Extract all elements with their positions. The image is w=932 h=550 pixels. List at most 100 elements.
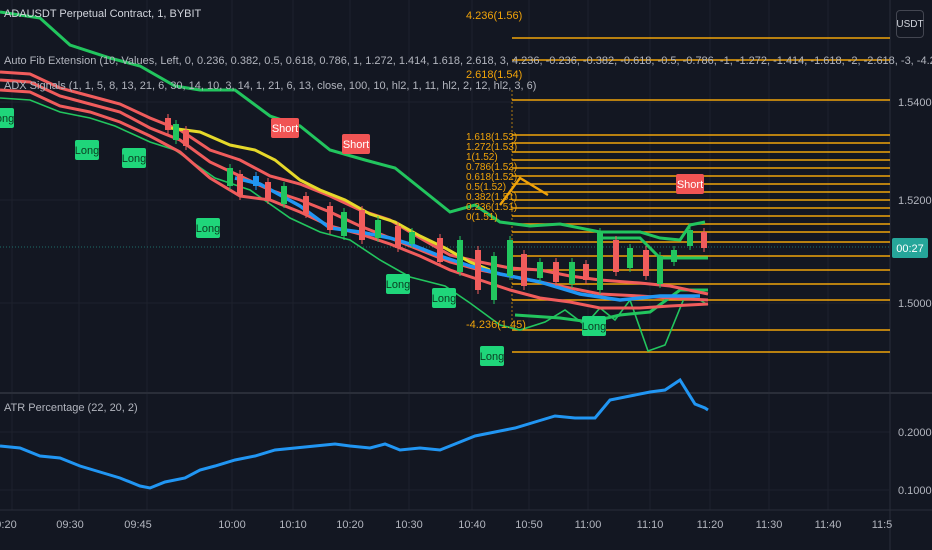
time-tick-label: 10:00 (218, 519, 246, 531)
fib-label-cluster-item: 0.618(1.52) (466, 172, 517, 183)
time-tick-label: 10:20 (336, 519, 364, 531)
candle-body (359, 210, 365, 240)
price-tick-label: 1.5200 (898, 195, 932, 207)
long-signal: Long (432, 288, 456, 308)
fib-label-cluster-item: 0.236(1.51) (466, 202, 517, 213)
long-signal: Long (480, 346, 504, 366)
svg-text:Long: Long (582, 321, 606, 333)
svg-text:Long: Long (122, 153, 146, 165)
candle-body (281, 186, 287, 204)
time-tick-label: 10:40 (458, 519, 486, 531)
fib-label-cluster-item: 1.618(1.53) (466, 132, 517, 143)
candle-body (671, 250, 677, 262)
svg-text:Long: Long (75, 145, 99, 157)
candle-body (227, 168, 233, 186)
candle-body (643, 250, 649, 276)
fib-label-cluster-item: 1.272(1.53) (466, 142, 517, 153)
main-grid (0, 0, 890, 510)
currency-unit-button[interactable]: USDT (896, 10, 924, 38)
fib-label-cluster-item: 0.5(1.52) (466, 182, 506, 193)
price-axis[interactable]: 1.5400 1.5200 1.5000 (898, 97, 932, 310)
long-signal: Long (75, 140, 99, 160)
short-signal: Short (271, 118, 299, 138)
time-tick-label: 11:20 (697, 519, 724, 531)
candle-body (553, 262, 559, 282)
candle-body (507, 240, 513, 276)
candle-body (237, 174, 243, 196)
candle-body (537, 262, 543, 278)
time-tick-label: 10:30 (395, 519, 423, 531)
svg-text:Long: Long (386, 279, 410, 291)
candle-body (253, 176, 259, 186)
short-signal: Short (342, 134, 370, 154)
indicator-adx-legend[interactable]: ADX Signals (1, 1, 5, 8, 13, 21, 6, 30, … (4, 80, 537, 92)
candle-body (613, 240, 619, 272)
svg-text:Short: Short (343, 139, 369, 151)
time-tick-label: 9:20 (0, 519, 17, 531)
candles (165, 114, 707, 304)
candle-body (409, 232, 415, 244)
price-tick-label: 1.5400 (898, 97, 932, 109)
candle-body (375, 220, 381, 238)
svg-text:Long: Long (480, 351, 504, 363)
time-tick-label: 11:00 (575, 519, 602, 531)
candle-body (687, 230, 693, 246)
candle-body (569, 262, 575, 284)
current-price-label: 00:27 (896, 243, 924, 255)
indicator-atr-legend[interactable]: ATR Percentage (22, 20, 2) (4, 402, 138, 414)
short-signal: Short (676, 174, 704, 194)
long-signal: Long (582, 316, 606, 336)
candle-body (303, 196, 309, 214)
candle-body (597, 232, 603, 290)
candle-body (491, 256, 497, 300)
atr-line (0, 377, 709, 490)
price-tick-label: 1.5000 (898, 298, 932, 310)
candle-body (583, 264, 589, 280)
candle-body (437, 238, 443, 262)
candle-body (457, 240, 463, 272)
signal-markers: Long Long Long Long Short Short Long Long Long Lo… (0, 108, 704, 366)
candle-body (265, 182, 271, 200)
indicator-fib-legend[interactable]: Auto Fib Extension (10, Values, Left, 0,… (4, 55, 932, 67)
fib-connector (499, 176, 549, 206)
long-signal: Long (386, 274, 410, 294)
time-axis[interactable]: 9:20 09:30 09:45 10:00 10:10 10:20 10:30 10:40 1… (0, 519, 892, 531)
svg-text:Short: Short (272, 123, 298, 135)
fib-label-cluster-item: 1(1.52) (466, 152, 498, 163)
candle-body (183, 130, 189, 146)
time-tick-label: 09:30 (56, 519, 84, 531)
candle-body (475, 250, 481, 290)
candle-body (341, 212, 347, 236)
symbol-title[interactable]: ADAUSDT Perpetual Contract, 1, BYBIT (4, 8, 202, 20)
time-tick-label: 11:5 (872, 519, 893, 531)
long-signal: Long (122, 148, 146, 168)
svg-text:Short: Short (677, 179, 703, 191)
time-tick-label: 09:45 (124, 519, 152, 531)
svg-text:Long: Long (432, 293, 456, 305)
candle-body (701, 232, 707, 248)
fib-label-bottom: -4.236(1.45) (466, 319, 526, 331)
fib-label-top: 4.236(1.56) (466, 10, 522, 22)
time-tick-label: 11:40 (815, 519, 842, 531)
time-tick-label: 11:10 (637, 519, 664, 531)
atr-axis[interactable]: 0.2000 0.1000 (898, 427, 932, 497)
candle-body (173, 124, 179, 140)
candle-body (521, 254, 527, 286)
green-band-mid (514, 288, 708, 324)
fib-label-cluster-item: 0(1.51) (466, 212, 498, 223)
candle-body (657, 256, 663, 284)
svg-text:Long: Long (0, 113, 14, 125)
fib-label-second: 2.618(1.54) (466, 69, 522, 81)
long-signal: Long (196, 218, 220, 238)
long-signal: Long (0, 108, 14, 128)
atr-tick-label: 0.1000 (898, 485, 932, 497)
fib-label-cluster-item: 0.382(1.51) (466, 192, 517, 203)
time-tick-label: 10:50 (515, 519, 543, 531)
fib-label-cluster: 1.618(1.53)1.272(1.53)1(1.52)0.786(1.52)… (466, 132, 517, 223)
candle-body (627, 248, 633, 268)
time-tick-label: 11:30 (756, 519, 783, 531)
candle-body (395, 226, 401, 248)
fib-label-cluster-item: 0.786(1.52) (466, 162, 517, 173)
time-tick-label: 10:10 (279, 519, 307, 531)
